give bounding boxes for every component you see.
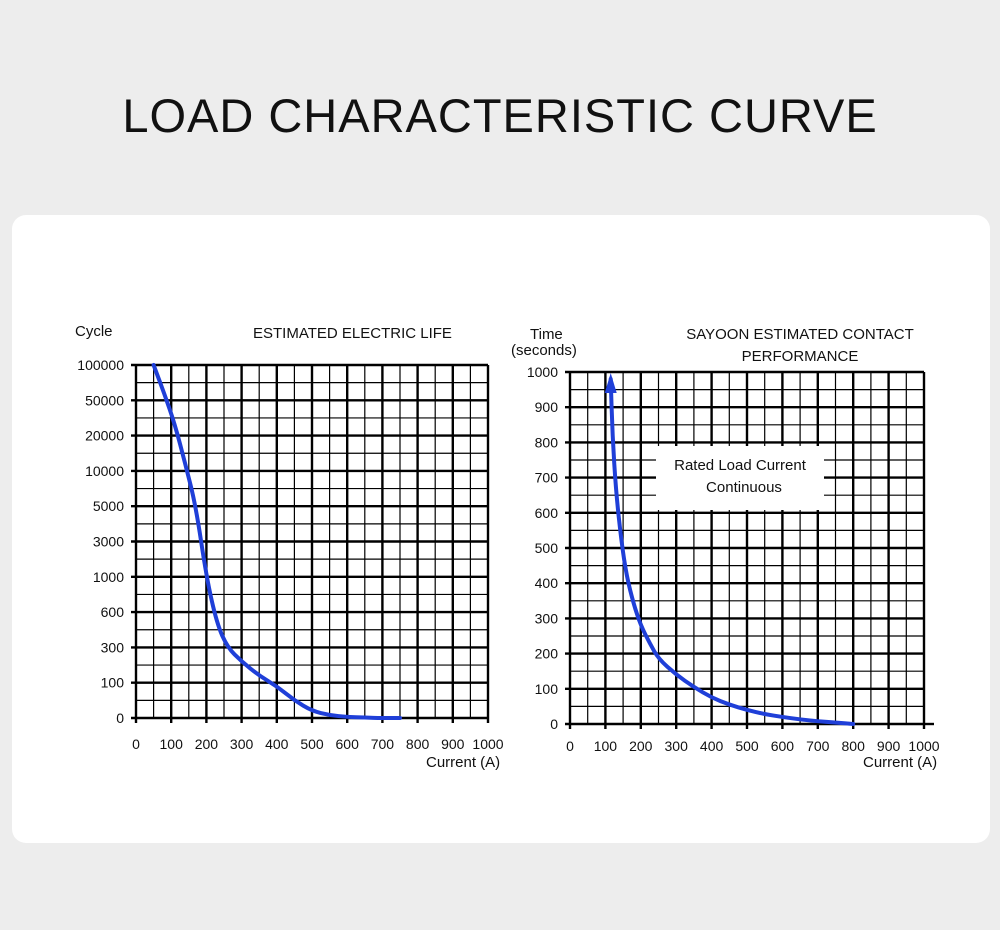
right-chart: 0 100 200 300 400 500 600 700 800 900 1000 0 100 200 3… xyxy=(527,364,940,754)
x-tick-label: 300 xyxy=(230,736,254,752)
right-xlabel: Current (A) xyxy=(863,754,937,771)
y-tick-label: 1000 xyxy=(93,569,124,585)
left-xlabel: Current (A) xyxy=(426,754,500,771)
y-tick-label: 20000 xyxy=(85,428,124,444)
x-tick-label: 1000 xyxy=(472,736,503,752)
chart-panel xyxy=(12,215,990,843)
right-ylabel-1: Time xyxy=(530,326,563,343)
y-tick-label: 700 xyxy=(535,470,559,486)
x-tick-label: 600 xyxy=(336,736,360,752)
x-tick-label: 500 xyxy=(300,736,324,752)
annotation-line2: Continuous xyxy=(706,479,782,496)
x-tick-label: 400 xyxy=(265,736,289,752)
left-title: ESTIMATED ELECTRIC LIFE xyxy=(253,325,452,342)
x-tick-label: 800 xyxy=(406,736,430,752)
y-tick-label: 100 xyxy=(535,681,559,697)
y-tick-label: 800 xyxy=(535,434,559,450)
left-chart: 0 100 200 300 400 500 600 700 800 900 100001003006… xyxy=(77,357,503,752)
annotation-line1: Rated Load Current xyxy=(674,457,807,474)
y-tick-label: 3000 xyxy=(93,534,124,550)
y-tick-label: 600 xyxy=(101,604,125,620)
x-tick-label: 100 xyxy=(594,738,618,754)
y-tick-label: 300 xyxy=(101,639,125,655)
y-tick-label: 0 xyxy=(116,710,124,726)
x-tick-label: 900 xyxy=(441,736,465,752)
right-ylabel-2: (seconds) xyxy=(511,342,577,359)
y-tick-label: 10000 xyxy=(85,463,124,479)
y-tick-label: 200 xyxy=(535,646,559,662)
series-line xyxy=(151,363,402,720)
y-tick-label: 0 xyxy=(550,716,558,732)
y-tick-label: 100000 xyxy=(77,357,124,373)
x-tick-label: 1000 xyxy=(908,738,939,754)
y-tick-label: 300 xyxy=(535,610,559,626)
page-title: LOAD CHARACTERISTIC CURVE xyxy=(122,89,878,142)
arrow-head-icon xyxy=(604,373,617,394)
y-tick-label: 50000 xyxy=(85,392,124,408)
x-tick-label: 700 xyxy=(371,736,395,752)
right-title-1: SAYOON ESTIMATED CONTACT xyxy=(686,326,914,343)
x-tick-label: 100 xyxy=(160,736,184,752)
y-tick-label: 5000 xyxy=(93,498,124,514)
y-tick-label: 600 xyxy=(535,505,559,521)
y-tick-label: 1000 xyxy=(527,364,558,380)
y-tick-label: 400 xyxy=(535,575,559,591)
y-tick-label: 900 xyxy=(535,399,559,415)
x-tick-label: 700 xyxy=(806,738,830,754)
annotation-box xyxy=(656,446,824,510)
x-tick-label: 0 xyxy=(132,736,140,752)
x-tick-label: 200 xyxy=(195,736,219,752)
y-tick-label: 500 xyxy=(535,540,559,556)
right-title-2: PERFORMANCE xyxy=(742,348,859,365)
x-tick-label: 0 xyxy=(566,738,574,754)
x-tick-label: 500 xyxy=(735,738,759,754)
left-ylabel: Cycle xyxy=(75,323,113,340)
x-tick-label: 300 xyxy=(665,738,689,754)
x-tick-label: 900 xyxy=(877,738,901,754)
x-tick-label: 200 xyxy=(629,738,653,754)
series-line xyxy=(608,377,856,726)
x-tick-label: 400 xyxy=(700,738,724,754)
x-tick-label: 600 xyxy=(771,738,795,754)
x-tick-label: 800 xyxy=(842,738,866,754)
y-tick-label: 100 xyxy=(101,675,125,691)
